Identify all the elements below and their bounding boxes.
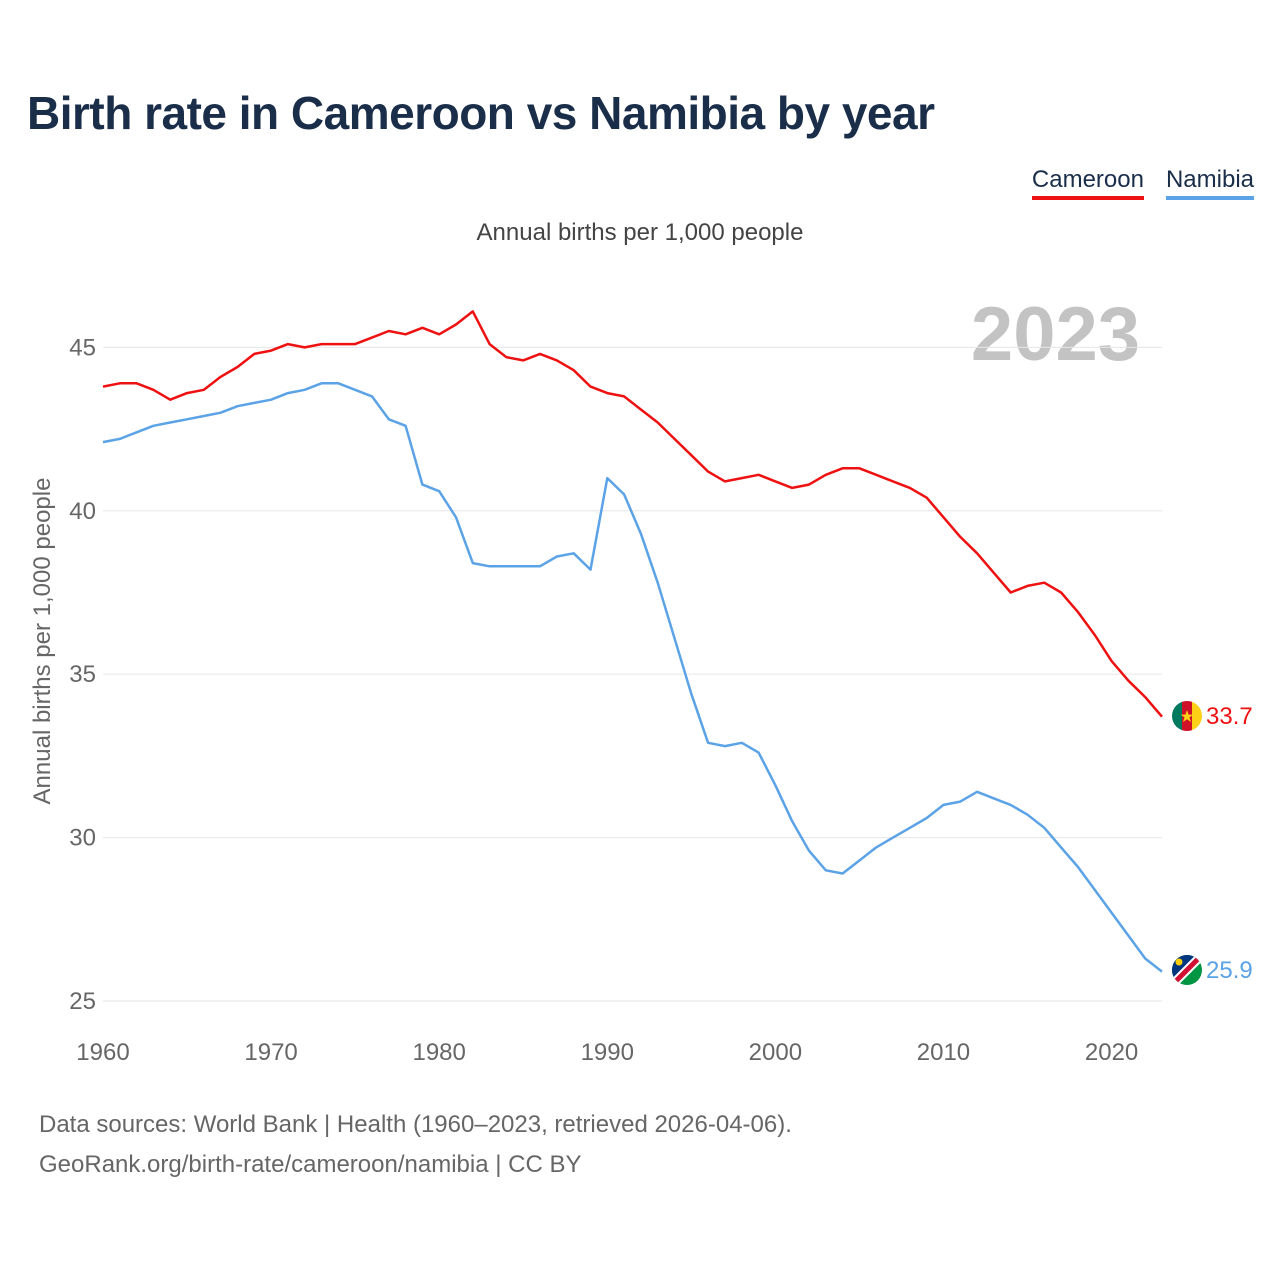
x-tick-label-2020: 2020: [1085, 1039, 1138, 1066]
namibia-flag-icon: [1172, 955, 1202, 985]
x-tick-labels: 1960 1970 1980 1990 2000 2010 2020: [76, 1039, 1138, 1066]
y-tick-label-25: 25: [69, 988, 96, 1015]
y-tick-label-30: 30: [69, 825, 96, 852]
end-label-namibia: 25.9: [1206, 957, 1253, 984]
y-tick-label-35: 35: [69, 661, 96, 688]
x-tick-label-1990: 1990: [581, 1039, 634, 1066]
y-tick-label-45: 45: [69, 334, 96, 361]
legend-item-cameroon[interactable]: Cameroon: [1031, 166, 1144, 200]
line-chart: Annual births per 1,000 people 2023 Annu…: [29, 219, 1253, 1066]
series-line-cameroon[interactable]: [102, 310, 1163, 718]
source-note: Data sources: World Bank | Health (1960–…: [39, 1111, 792, 1138]
source-link[interactable]: GeoRank.org/birth-rate/cameroon/namibia …: [39, 1151, 582, 1178]
chart-subtitle: Annual births per 1,000 people: [477, 219, 804, 246]
x-tick-label-1960: 1960: [76, 1039, 129, 1066]
series-line-namibia[interactable]: [102, 382, 1163, 973]
y-axis-label: Annual births per 1,000 people: [29, 478, 56, 805]
x-tick-label-2000: 2000: [749, 1039, 802, 1066]
end-label-cameroon: 33.7: [1206, 703, 1253, 730]
series-lines: [102, 310, 1163, 973]
cameroon-flag-icon: [1172, 701, 1202, 731]
x-tick-label-2010: 2010: [917, 1039, 970, 1066]
y-tick-labels: 25 30 35 40 45: [69, 334, 96, 1015]
grid-lines: [103, 346, 1162, 1002]
legend: Cameroon Namibia: [1031, 166, 1254, 200]
year-watermark: 2023: [971, 292, 1140, 377]
x-tick-label-1980: 1980: [412, 1039, 465, 1066]
legend-item-namibia[interactable]: Namibia: [1165, 166, 1254, 200]
footer: Data sources: World Bank | Health (1960–…: [39, 1105, 792, 1185]
x-tick-label-1970: 1970: [244, 1039, 297, 1066]
page-title: Birth rate in Cameroon vs Namibia by yea…: [27, 87, 935, 139]
y-tick-label-40: 40: [69, 498, 96, 525]
